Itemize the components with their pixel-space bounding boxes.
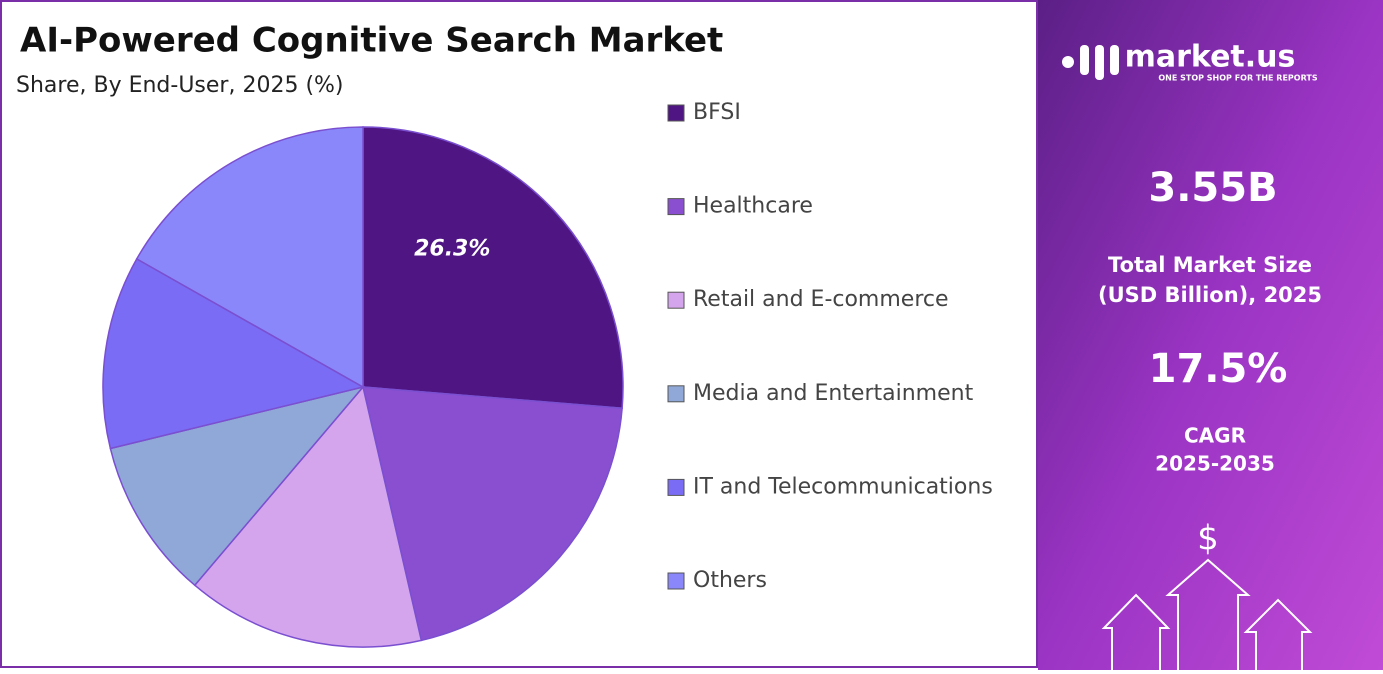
arrows-icon — [1101, 558, 1313, 670]
legend-label: BFSI — [693, 100, 741, 125]
legend-label: Healthcare — [693, 194, 813, 219]
legend: BFSI Healthcare Retail and E-commerce Media… — [667, 100, 993, 593]
legend-label: Others — [693, 568, 767, 593]
legend-label: Retail and E-commerce — [693, 287, 949, 312]
market-size-label: Total Market Size — [1108, 253, 1312, 277]
currency-icon: $ — [1197, 519, 1219, 559]
pie-slice — [193, 385, 423, 648]
legend-swatch — [667, 104, 685, 122]
panel-text: market.us ONE STOP SHOP FOR THE REPORTS … — [1098, 40, 1322, 559]
logo-mark — [1062, 45, 1119, 80]
pie-slice — [109, 385, 366, 587]
pie-slice — [362, 386, 623, 642]
chart-subtitle: Share, By End-User, 2025 (%) — [16, 73, 344, 98]
info-panel — [1038, 0, 1383, 670]
chart-title: AI-Powered Cognitive Search Market — [20, 21, 723, 61]
pie-slice — [362, 126, 624, 410]
legend-label: Media and Entertainment — [693, 381, 974, 406]
legend-label: IT and Telecommunications — [693, 474, 993, 499]
data-label: 26.3% — [414, 237, 490, 262]
legend-swatch — [667, 572, 685, 590]
legend-swatch — [667, 478, 685, 496]
brand: market.us — [1125, 40, 1296, 75]
legend-swatch — [667, 291, 685, 309]
tagline: ONE STOP SHOP FOR THE REPORTS — [1158, 74, 1317, 83]
market-size: 3.55B — [1148, 165, 1277, 211]
pie-slice — [102, 257, 366, 450]
legend-swatch — [667, 385, 685, 403]
pie: 26.3% — [102, 126, 624, 648]
pie-slice — [135, 126, 364, 389]
market-size-label: (USD Billion), 2025 — [1098, 283, 1322, 307]
cagr-label: 2025-2035 — [1155, 452, 1275, 476]
cagr-label: CAGR — [1184, 424, 1246, 448]
cagr: 17.5% — [1149, 346, 1288, 392]
legend-swatch — [667, 198, 685, 216]
